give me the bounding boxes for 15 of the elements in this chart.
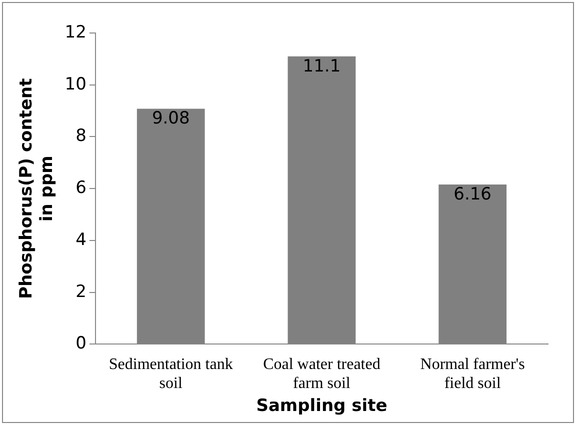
x-tick-label: Coal water treated farm soil bbox=[263, 356, 380, 392]
y-tick-label: 8 bbox=[76, 126, 86, 146]
y-tick-label: 2 bbox=[76, 282, 86, 302]
data-label: 11.1 bbox=[302, 56, 341, 76]
y-tick-label: 0 bbox=[76, 334, 86, 354]
y-tick-label: 4 bbox=[76, 230, 86, 250]
x-tick-label: Normal farmer's field soil bbox=[420, 356, 525, 392]
y-tick-label: 6 bbox=[76, 178, 86, 198]
x-tick-label: Sedimentation tank soil bbox=[108, 356, 233, 392]
data-label: 9.08 bbox=[152, 108, 190, 129]
y-tick-label: 10 bbox=[64, 74, 86, 94]
data-label: 6.16 bbox=[454, 184, 492, 204]
y-tick-label: 12 bbox=[64, 22, 86, 42]
x-axis-title: Sampling site bbox=[256, 396, 388, 416]
y-axis-title: Phosphorus(P) content in ppm bbox=[16, 78, 58, 299]
